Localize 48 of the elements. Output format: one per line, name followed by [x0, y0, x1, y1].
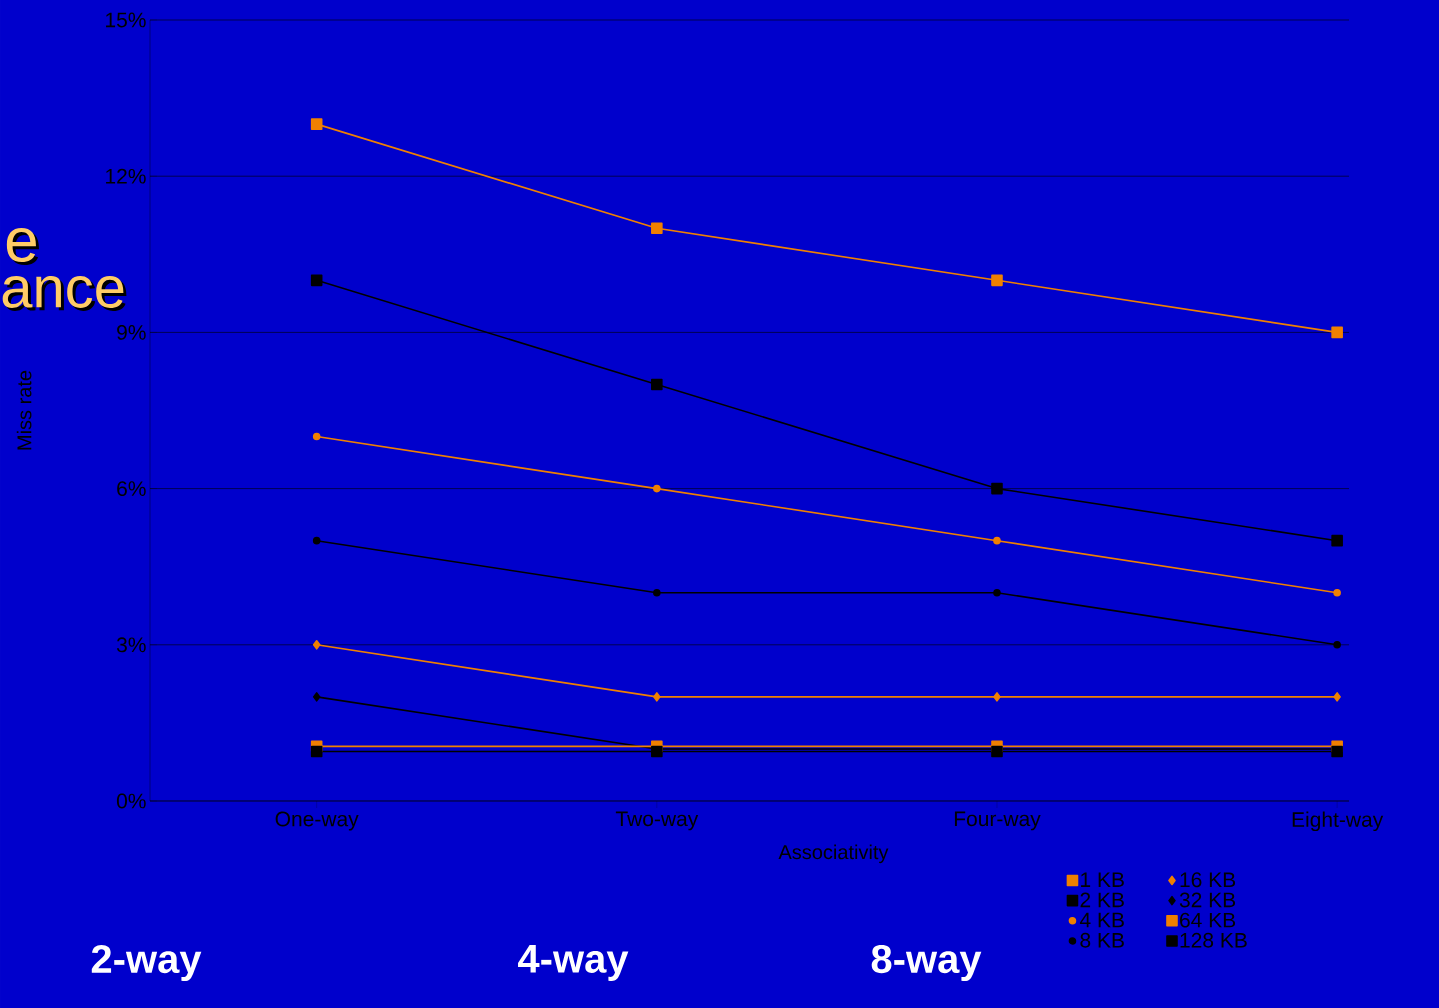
- point: [993, 588, 1001, 597]
- point: [1331, 534, 1343, 547]
- point: [310, 745, 323, 758]
- legend-label: 1 KB: [1081, 872, 1124, 887]
- point: [312, 692, 321, 702]
- y-tick-label: 0%: [116, 793, 146, 809]
- y-tick-label: 12%: [106, 168, 146, 184]
- y-tick-label: 3%: [116, 637, 146, 653]
- point: [1333, 588, 1341, 597]
- x-tick-label: One-way: [275, 811, 359, 831]
- point: [312, 536, 321, 545]
- legend-label: 128 KB: [1180, 932, 1247, 948]
- point: [1333, 692, 1341, 702]
- point: [312, 432, 321, 441]
- point: [312, 640, 321, 650]
- legend-label: 16 KB: [1180, 872, 1236, 888]
- point: [991, 745, 1003, 758]
- point: [1331, 745, 1343, 758]
- point: [651, 745, 663, 758]
- y-tick-label: 9%: [117, 324, 146, 340]
- text: 2-way: [91, 944, 202, 982]
- point: [310, 118, 323, 130]
- x-axis-title: Associativity: [778, 844, 889, 864]
- point: [991, 482, 1003, 495]
- point: [993, 536, 1001, 545]
- point: [651, 222, 663, 235]
- legend-label: 64 KB: [1180, 912, 1236, 928]
- point: [653, 692, 661, 702]
- y-tick-label: 6%: [117, 481, 146, 497]
- x-tick-label: Eight-way: [1292, 811, 1384, 832]
- point: [993, 692, 1001, 702]
- legend-label: 2 KB: [1080, 892, 1124, 908]
- x-tick-label: Four-way: [954, 811, 1041, 831]
- point: [653, 484, 661, 493]
- point: [653, 588, 661, 597]
- legend-label: 4 KB: [1079, 912, 1124, 928]
- legend-label: 8 KB: [1080, 932, 1124, 948]
- text: 8-way: [871, 944, 982, 982]
- x-tick-label: Two-way: [615, 811, 699, 831]
- y-tick-label: 15%: [106, 12, 146, 28]
- point: [1331, 326, 1343, 339]
- point: [310, 274, 323, 287]
- legend-label: 32 KB: [1179, 892, 1236, 908]
- y-axis-title: Miss rate: [16, 370, 32, 450]
- point: [1333, 641, 1341, 649]
- point: [651, 378, 663, 391]
- text: 4-way: [518, 945, 629, 981]
- point: [991, 274, 1003, 287]
